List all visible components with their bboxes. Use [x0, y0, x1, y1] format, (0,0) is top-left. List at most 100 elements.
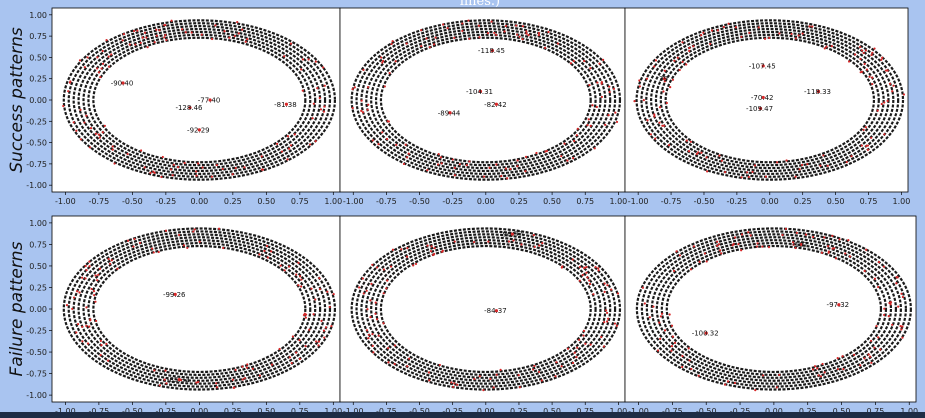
ring-point — [676, 56, 679, 59]
ring-point — [326, 290, 329, 293]
ring-point — [132, 245, 135, 248]
ring-point — [670, 349, 673, 352]
ring-point — [318, 96, 321, 100]
ring-point — [172, 163, 175, 166]
ring-point — [404, 143, 407, 146]
data-point — [121, 81, 125, 85]
ring-point — [314, 298, 317, 301]
ring-point — [586, 124, 589, 127]
ring-point — [512, 239, 515, 242]
ring-point — [656, 349, 660, 352]
ring-point — [440, 162, 443, 165]
ring-point — [164, 33, 167, 37]
data-point-label: -109.47 — [746, 105, 773, 113]
ring-point — [589, 343, 592, 346]
ring-point — [723, 383, 727, 386]
ring-point — [670, 345, 674, 348]
ring-point — [848, 255, 852, 258]
ring-point — [453, 240, 456, 243]
ring-point — [101, 62, 105, 65]
ring-point — [870, 53, 873, 57]
ring-point — [801, 163, 804, 167]
ring-point — [107, 257, 110, 261]
ring-point — [603, 282, 606, 285]
ring-point — [506, 177, 509, 180]
ring-point — [261, 168, 265, 171]
ring-point — [111, 148, 114, 151]
ring-point — [575, 134, 578, 137]
ring-point — [563, 142, 566, 145]
ring-point — [383, 85, 386, 88]
ring-point — [716, 244, 719, 247]
ring-band — [645, 25, 895, 175]
ring-point — [369, 316, 372, 319]
ring-point — [753, 164, 757, 167]
ring-point — [231, 173, 234, 176]
ring-point — [86, 56, 89, 59]
ring-point — [876, 109, 879, 112]
ring-point — [371, 139, 374, 142]
ring-point — [67, 90, 70, 93]
ring-point — [844, 252, 847, 255]
ring-point — [171, 174, 174, 177]
ring-point — [382, 292, 385, 295]
ring-point — [182, 244, 186, 247]
ring-point — [145, 36, 148, 39]
ring-point — [521, 25, 525, 28]
dense-ring — [350, 19, 622, 181]
ring-point — [863, 62, 866, 66]
ring-point — [164, 23, 167, 27]
x-tick-label: 0.25 — [224, 407, 242, 416]
ring-point — [612, 87, 616, 90]
ring-point — [524, 155, 528, 158]
ring-point — [263, 249, 266, 253]
ring-point — [81, 325, 84, 328]
ring-point — [873, 277, 877, 280]
ring-point — [320, 319, 323, 322]
x-tick-label: 1.00 — [900, 407, 918, 416]
ring-point — [883, 313, 886, 317]
ring-point — [90, 287, 93, 291]
ring-point — [673, 341, 677, 344]
ring-point — [604, 309, 608, 312]
ring-point — [586, 276, 589, 279]
ring-point — [866, 144, 870, 147]
ring-point — [353, 86, 356, 89]
ring-point — [819, 375, 823, 378]
ring-point — [613, 322, 617, 325]
ring-point — [97, 273, 100, 276]
ring-point — [98, 267, 102, 270]
data-point — [188, 106, 192, 110]
ring-point — [316, 87, 319, 90]
ring-point — [871, 51, 874, 54]
ring-point — [654, 59, 658, 62]
y-tick-label: 0.25 — [29, 75, 47, 84]
ring-point — [663, 69, 666, 72]
ring-point — [605, 320, 609, 323]
x-tick-label: -1.00 — [55, 407, 76, 416]
ring-point — [600, 335, 603, 339]
ring-point — [176, 166, 180, 169]
x-tick-label: 0.75 — [576, 407, 594, 416]
ring-band — [659, 33, 880, 167]
ring-point — [748, 31, 751, 34]
ring-point — [100, 67, 103, 70]
ring-point — [860, 49, 863, 52]
x-tick-label: -0.75 — [376, 407, 397, 416]
ring-point — [493, 31, 496, 35]
ring-point — [718, 154, 721, 157]
y-tick-label: 0.50 — [29, 53, 47, 62]
ring-point — [158, 384, 161, 387]
ring-point — [847, 60, 851, 63]
ring-point — [762, 374, 765, 377]
ring-point — [678, 254, 682, 257]
ring-point — [290, 361, 293, 365]
ring-point — [659, 315, 662, 318]
ring-point — [78, 291, 81, 294]
ring-point — [453, 166, 456, 169]
y-tick-label: -0.75 — [26, 370, 47, 379]
scatter-panel-6: -97.32 -100.32 -107 -1.00 -0.75 -0.50 -0.25 0.0… — [624, 215, 918, 416]
x-tick-label: -1.00 — [55, 197, 76, 206]
ring-point — [850, 155, 853, 158]
ring-point — [467, 19, 470, 22]
